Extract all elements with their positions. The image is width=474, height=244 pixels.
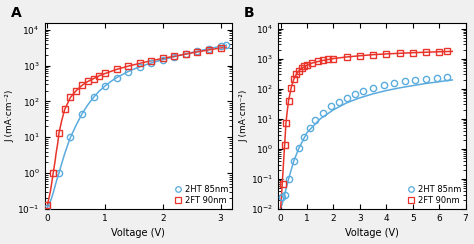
Text: A: A [11, 6, 21, 20]
X-axis label: Voltage (V): Voltage (V) [111, 228, 165, 238]
Legend: 2HT 85nm, 2FT 90nm: 2HT 85nm, 2FT 90nm [173, 185, 228, 205]
Legend: 2HT 85nm, 2FT 90nm: 2HT 85nm, 2FT 90nm [407, 185, 461, 205]
Y-axis label: J (mA·cm⁻²): J (mA·cm⁻²) [6, 90, 15, 142]
X-axis label: Voltage (V): Voltage (V) [345, 228, 399, 238]
Text: B: B [244, 6, 255, 20]
Y-axis label: J (mA·cm⁻²): J (mA·cm⁻²) [239, 90, 248, 142]
